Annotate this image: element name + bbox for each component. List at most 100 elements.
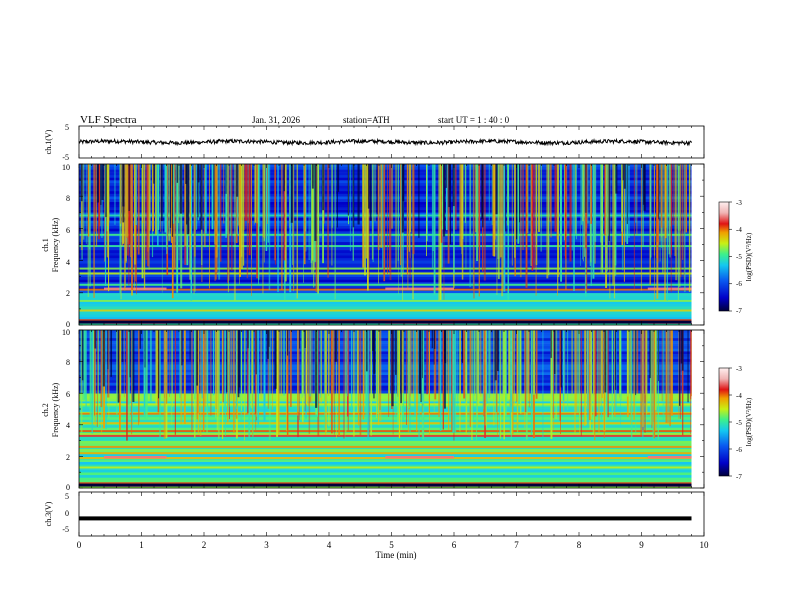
sferic-stripe — [683, 164, 685, 280]
sferic-stripe — [582, 164, 584, 222]
sferic-stripe — [549, 164, 551, 222]
sferic-stripe — [580, 330, 582, 437]
sferic-stripe — [377, 164, 379, 250]
sferic-stripe — [654, 330, 657, 411]
spectrogram-noise-row — [79, 274, 692, 277]
sferic-stripe — [428, 330, 430, 415]
sferic-stripe — [669, 330, 671, 427]
sferic-stripe — [588, 330, 591, 421]
sferic-stripe — [277, 164, 279, 293]
sferic-stripe — [656, 164, 659, 243]
spectrogram-noise-row — [79, 276, 692, 280]
time-tick-8: 8 — [577, 540, 582, 550]
ch1-spectrogram-base — [79, 164, 692, 326]
ch2-freq-tick-0: 0 — [66, 483, 70, 492]
sferic-stripe — [362, 164, 364, 227]
sferic-stripe — [682, 330, 684, 436]
time-axis: 0 1 2 3 4 5 6 7 8 9 10 Time (min) — [77, 540, 709, 560]
sferic-stripe — [508, 330, 510, 400]
spectrogram-band — [79, 457, 692, 459]
ch2-spectrogram-ticks — [78, 329, 705, 489]
sferic-stripe — [473, 330, 476, 396]
sferic-stripe — [670, 164, 672, 255]
sferic-dropout — [181, 330, 183, 366]
sferic-dropout — [681, 330, 684, 371]
sferic-stripe — [479, 164, 481, 260]
sferic-dropout — [105, 164, 107, 218]
sferic-stripe — [575, 164, 577, 234]
sferic-dropout — [372, 330, 375, 352]
ch1-spectrogram-bands — [79, 214, 692, 324]
sferic-stripe — [592, 164, 595, 279]
sferic-dropout — [352, 164, 355, 228]
ch1-waveform-panel: 5 -5 ch.1(V) — [44, 123, 705, 162]
sferic-dropout — [283, 164, 285, 192]
sferic-stripe — [89, 164, 91, 287]
sferic-stripe — [388, 330, 390, 395]
sferic-dropout — [448, 164, 450, 208]
sferic-stripe — [267, 164, 269, 243]
sferic-stripe — [333, 330, 335, 435]
sferic-stripe — [309, 330, 312, 397]
sferic-stripe — [432, 164, 434, 251]
sferic-stripe — [267, 164, 268, 224]
sferic-stripe — [259, 164, 261, 227]
sferic-stripe — [169, 330, 170, 397]
sferic-stripe — [101, 164, 103, 238]
spectrogram-noise-row — [79, 474, 692, 478]
spectrogram-noise-row — [79, 340, 692, 344]
sferic-stripe — [433, 164, 436, 295]
sferic-stripe — [474, 330, 476, 397]
spectrogram-noise-row — [79, 196, 692, 200]
sferic-stripe — [138, 330, 139, 426]
sferic-stripe — [455, 330, 457, 394]
sferic-dropout — [169, 164, 172, 228]
sferic-stripe — [248, 164, 251, 256]
sferic-dropout — [369, 164, 372, 221]
sferic-stripe — [327, 164, 329, 278]
sferic-dropout — [274, 330, 277, 389]
spectrogram-band-segment — [104, 456, 167, 459]
sferic-stripe — [421, 330, 424, 438]
sferic-stripe — [378, 164, 380, 250]
sferic-stripe — [670, 330, 673, 416]
sferic-stripe — [525, 330, 528, 440]
sferic-dropout — [132, 330, 135, 402]
sferic-stripe — [538, 164, 540, 232]
sferic-dropout — [225, 164, 227, 194]
sferic-dropout — [615, 164, 618, 194]
sferic-stripe — [499, 164, 501, 259]
sferic-stripe — [659, 164, 661, 262]
sferic-stripe — [640, 330, 642, 436]
spectrogram-band-segment — [647, 287, 692, 290]
ch3-waveform-frame — [78, 491, 705, 537]
spectrogram-band — [79, 245, 692, 248]
ch1-spectrogram-sferics — [80, 164, 691, 301]
sferic-stripe — [304, 164, 306, 265]
sferic-stripe — [104, 164, 106, 262]
sferic-dropout — [519, 164, 520, 223]
sferic-stripe — [604, 164, 606, 236]
sferic-stripe — [504, 330, 507, 398]
sferic-stripe — [492, 164, 494, 256]
sferic-dropout — [376, 164, 378, 215]
station-label: station=ATH — [343, 115, 390, 125]
sferic-stripe — [245, 164, 247, 221]
sferic-stripe — [389, 164, 391, 272]
sferic-stripe — [464, 164, 466, 223]
sferic-dropout — [107, 330, 109, 370]
sferic-stripe — [280, 330, 283, 396]
sferic-stripe — [621, 164, 623, 232]
sferic-dropout — [433, 330, 436, 349]
spectrogram-noise-row — [79, 217, 692, 221]
sferic-stripe — [327, 330, 330, 427]
sferic-stripe — [486, 330, 488, 404]
sferic-stripe — [349, 164, 351, 252]
sferic-stripe — [119, 164, 121, 295]
sferic-dropout — [494, 330, 497, 381]
sferic-stripe — [136, 164, 137, 295]
sferic-dropout — [176, 164, 179, 183]
sferic-stripe — [336, 330, 337, 438]
sferic-stripe — [633, 164, 635, 289]
sferic-stripe — [490, 330, 492, 400]
